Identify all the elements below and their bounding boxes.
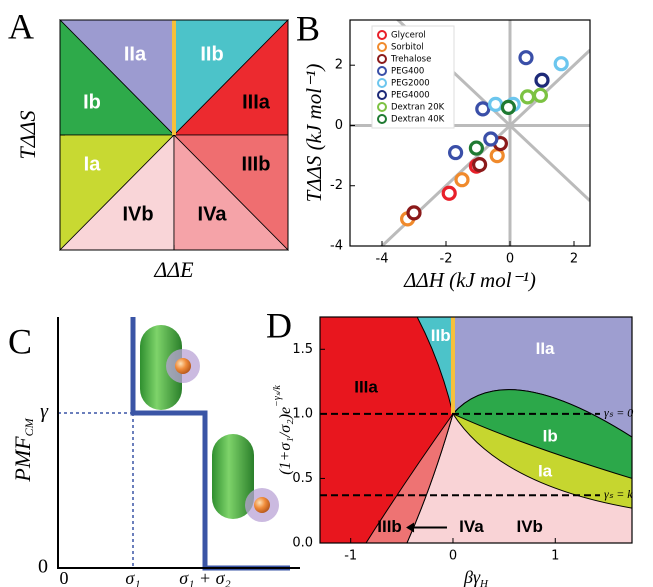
region-label: Ib — [543, 427, 558, 446]
x-tick-label: σ₁ — [125, 568, 140, 587]
region-label: IVa — [198, 203, 228, 225]
region-label: IIIb — [242, 153, 271, 175]
y-tick-label: 2 — [335, 58, 343, 73]
data-point — [502, 101, 514, 113]
legend-marker — [378, 79, 386, 87]
x-tick-label: -4 — [376, 252, 389, 267]
legend-label: PEG400 — [391, 67, 424, 77]
data-point — [474, 159, 486, 171]
y-axis-label: PMFCM — [10, 417, 36, 482]
y-tick-label: γ — [40, 401, 49, 423]
y-tick-label: 1.5 — [292, 342, 313, 357]
region-label: IVb — [122, 203, 153, 225]
y-tick-label: 0.5 — [292, 471, 313, 486]
label-sup: −γₛ/k — [272, 385, 283, 407]
x-axis-label: βγH — [463, 567, 489, 587]
y-axis-label: TΔΔS — [15, 110, 40, 159]
legend-label: Dextran 20K — [391, 103, 445, 113]
x-tick-label: 1 — [551, 549, 559, 564]
legend-label: Sorbitol — [391, 43, 424, 53]
label-main: (1+σ₁/σ₂)e — [277, 407, 294, 475]
reference-label: γₛ = 0 — [604, 406, 633, 420]
cosolute — [254, 497, 270, 513]
region-label: IIb — [200, 43, 223, 65]
data-point — [555, 58, 567, 70]
region-label: IIIa — [354, 378, 378, 397]
x-tick-label: -2 — [440, 252, 453, 267]
region-label: Ib — [83, 91, 101, 113]
label-sub: H — [479, 578, 489, 587]
x-tick-label: 0 — [60, 568, 69, 587]
region-label: IIa — [536, 339, 555, 358]
x-axis-label: ΔΔH (kJ mol⁻¹) — [403, 268, 536, 292]
x-axis-label: rCM — [156, 584, 181, 587]
panel-letter: D — [266, 305, 292, 345]
y-axis-label: (1+σ₁/σ₂)e−γₛ/k — [272, 385, 293, 475]
x-tick-label: σ₁ + σ₂ — [179, 568, 230, 587]
y-tick-label: -2 — [330, 178, 343, 193]
legend-label: Glycerol — [391, 31, 426, 41]
region-label: Ia — [84, 153, 102, 175]
x-tick-label: 2 — [570, 252, 578, 267]
region-label: Ia — [538, 461, 553, 480]
label-sub: CM — [22, 417, 36, 436]
data-point — [470, 142, 482, 154]
x-tick-label: 0 — [449, 549, 457, 564]
legend-label: Dextran 40K — [391, 115, 445, 125]
plot-area — [320, 317, 632, 543]
data-point — [408, 207, 420, 219]
region-label: IVb — [516, 517, 542, 536]
panel-letter: C — [8, 321, 32, 361]
figure: IIa IIb Ib IIIa Ia IIIb IVb IVa A ΔΔE TΔΔS C PMFCMγ 0… — [0, 0, 653, 587]
legend-label: PEG4000 — [391, 91, 430, 101]
legend-marker — [378, 43, 386, 51]
data-point — [443, 187, 455, 199]
label-main: βγ — [463, 567, 481, 587]
legend-marker — [378, 55, 386, 63]
legend-marker — [378, 103, 386, 111]
legend-marker — [378, 67, 386, 75]
y-tick-label: 0 — [38, 556, 48, 578]
legend-marker — [378, 31, 386, 39]
legend-label: PEG2000 — [391, 79, 430, 89]
data-point — [534, 89, 546, 101]
y-tick-label: 1.0 — [292, 406, 313, 421]
y-axis-label: TΔΔS (kJ mol⁻¹) — [302, 64, 326, 203]
region-label: IIIb — [377, 517, 402, 536]
data-point — [491, 150, 503, 162]
panel-letter: A — [8, 6, 34, 46]
data-point — [520, 52, 532, 64]
label-main: r — [156, 584, 164, 587]
legend-box — [372, 26, 454, 128]
x-axis-label: ΔΔE — [153, 257, 194, 282]
data-point — [490, 98, 502, 110]
data-point — [456, 174, 468, 186]
data-point — [477, 103, 489, 115]
data-point — [536, 74, 548, 86]
label-main: PMF — [10, 436, 35, 483]
region-label: IIa — [124, 43, 147, 65]
label-main: TΔΔS (kJ mol⁻¹) — [302, 64, 326, 203]
panel-letter: B — [296, 8, 320, 48]
data-point — [522, 91, 534, 103]
y-tick-label: 0.0 — [292, 536, 313, 551]
y-tick-label: -4 — [330, 239, 343, 254]
x-tick-label: -1 — [344, 549, 357, 564]
legend-marker — [378, 91, 386, 99]
data-point — [485, 133, 497, 145]
region-label: IIb — [431, 326, 451, 345]
legend-marker — [378, 115, 386, 123]
region-label: IVa — [459, 517, 484, 536]
label-main: ΔΔH (kJ mol⁻¹) — [403, 268, 536, 292]
region-label: IIIa — [242, 91, 271, 113]
data-point — [450, 147, 462, 159]
reference-label: γₛ = k — [604, 487, 633, 501]
y-tick-label: 0 — [335, 118, 343, 133]
x-tick-label: 0 — [506, 252, 514, 267]
legend-label: Trehalose — [390, 55, 431, 65]
cosolute — [175, 358, 191, 374]
